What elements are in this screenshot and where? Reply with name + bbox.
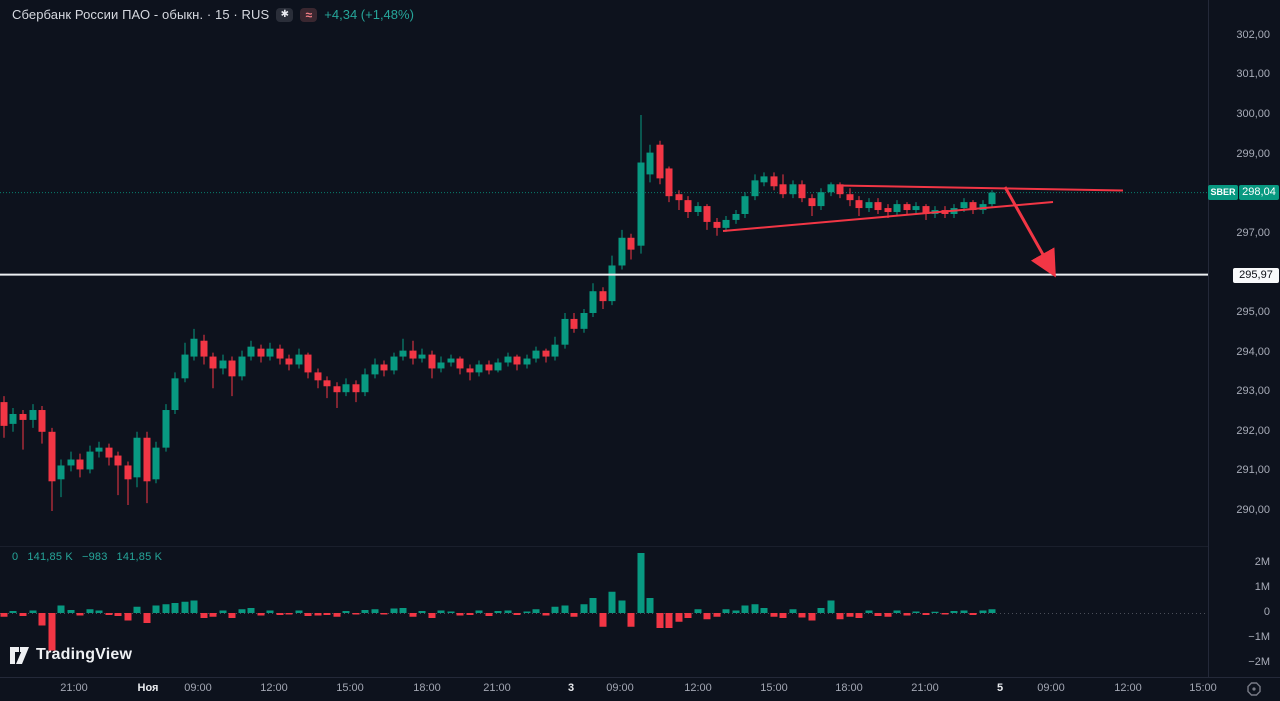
time-tick-label: 15:00 (336, 682, 364, 694)
volume-indicator-legend[interactable]: 0 141,85 K −983 141,85 K (12, 551, 162, 563)
price-tick-label: 290,00 (1236, 504, 1270, 516)
volume-legend-value-3: −983 (81, 551, 108, 563)
time-tick-label: 21:00 (911, 682, 939, 694)
tradingview-logo-text: TradingView (36, 646, 133, 663)
price-tick-label: 294,00 (1236, 345, 1270, 358)
volume-legend-value-4: 141,85 K (116, 551, 163, 563)
time-tick-label: 12:00 (260, 682, 288, 694)
volume-tick-label: 0 (1263, 606, 1270, 618)
symbol-header: Сбербанк России ПАО - обыкн. · 15 · RUS … (12, 7, 414, 22)
time-tick-label: 12:00 (1114, 682, 1142, 694)
timezone-clock-icon[interactable] (1246, 681, 1262, 697)
symbol-title[interactable]: Сбербанк России ПАО - обыкн. · 15 · RUS (12, 7, 270, 22)
time-tick-label: 15:00 (1189, 682, 1217, 694)
time-tick-label: 09:00 (1037, 682, 1065, 694)
delayed-data-icon[interactable]: ≈ (300, 7, 318, 22)
price-tick-label: 291,00 (1236, 464, 1270, 477)
price-tick-label: 301,00 (1236, 68, 1270, 81)
price-tick-label: 300,00 (1236, 108, 1270, 120)
price-tick-label: 295,00 (1236, 306, 1270, 318)
price-tick-label: 292,00 (1236, 424, 1270, 437)
hline-price-badge: 295,97 (1233, 267, 1279, 283)
time-tick-label: 09:00 (184, 682, 212, 694)
volume-tick-label: 1M (1254, 581, 1270, 593)
time-tick-label: 3 (567, 682, 575, 694)
time-tick-label: Ноя (137, 682, 159, 694)
last-price-badge: SBER 298,04 (1208, 184, 1279, 200)
time-tick-label: 09:00 (606, 682, 634, 694)
last-price-value: 298,04 (1239, 184, 1279, 200)
time-tick-label: 18:00 (413, 682, 441, 694)
price-tick-label: 299,00 (1236, 147, 1270, 160)
volume-tick-label: −2M (1248, 656, 1270, 668)
price-change-text: +4,34 (+1,48%) (324, 7, 414, 22)
time-tick-label: 5 (996, 682, 1004, 694)
volume-tick-label: 2M (1254, 556, 1270, 568)
time-tick-label: 12:00 (684, 682, 712, 694)
price-tick-label: 293,00 (1236, 385, 1270, 398)
market-closed-icon[interactable]: ✱ (276, 7, 294, 22)
time-tick-label: 21:00 (60, 682, 88, 694)
price-tick-label: 297,00 (1236, 226, 1270, 239)
time-tick-label: 15:00 (760, 682, 788, 694)
volume-legend-value-2: 141,85 K (27, 551, 73, 563)
symbol-tag: SBER (1208, 184, 1238, 200)
tradingview-logo[interactable]: TradingView (10, 646, 132, 664)
tradingview-logo-icon (10, 646, 29, 664)
time-tick-label: 18:00 (835, 682, 863, 694)
time-tick-label: 21:00 (483, 682, 511, 694)
volume-legend-value-1: 0 (12, 551, 19, 563)
price-tick-label: 302,00 (1236, 28, 1270, 41)
volume-tick-label: −1M (1248, 631, 1270, 643)
